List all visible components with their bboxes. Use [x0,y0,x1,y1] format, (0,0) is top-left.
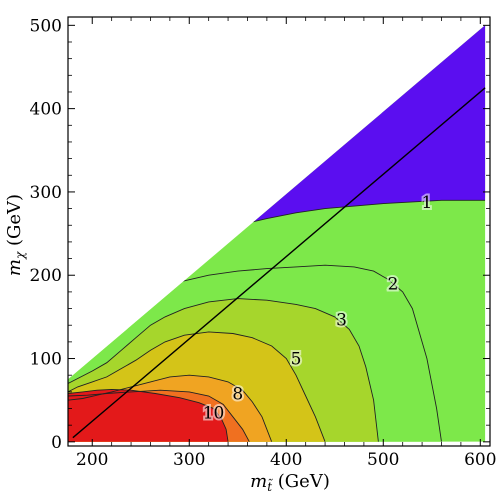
x-tick-label: 500 [367,450,399,470]
contour-label-3: 3 [336,310,347,330]
y-tick-label: 500 [30,16,62,36]
y-tick-label: 0 [51,433,62,453]
contour-line-4 [68,374,273,442]
x-axis-label: mt̃ (GeV) [250,471,330,494]
x-tick-label: 300 [173,450,205,470]
axis-ticks: 200 300 400 500 600 0 100 200 300 400 500 [30,16,497,470]
x-tick-label: 600 [464,450,496,470]
y-tick-label: 400 [30,100,62,120]
contour-label-5: 5 [291,350,302,370]
plot-frame [67,16,491,447]
x-tick-label: 400 [270,450,302,470]
contour-label-1: 1 [422,193,433,213]
contour-band-6 [68,389,229,442]
contour-line-2 [68,298,379,442]
y-tick-label: 100 [30,350,62,370]
contour-label-10: 10 [203,404,225,424]
y-tick-label: 200 [30,266,62,286]
y-axis-label: mχ (GeV) [4,194,27,276]
x-tick-label: 200 [76,450,108,470]
contour-label-2: 2 [388,275,399,295]
contour-line-5 [68,389,250,442]
contour-labels: 1 2 3 5 8 10 [201,191,435,426]
contour-line-6 [68,388,229,442]
contour-label-8: 8 [232,385,243,405]
y-tick-label: 300 [30,183,62,203]
contour-fill-layer [68,25,486,442]
diagonal-reference-line [72,87,486,439]
